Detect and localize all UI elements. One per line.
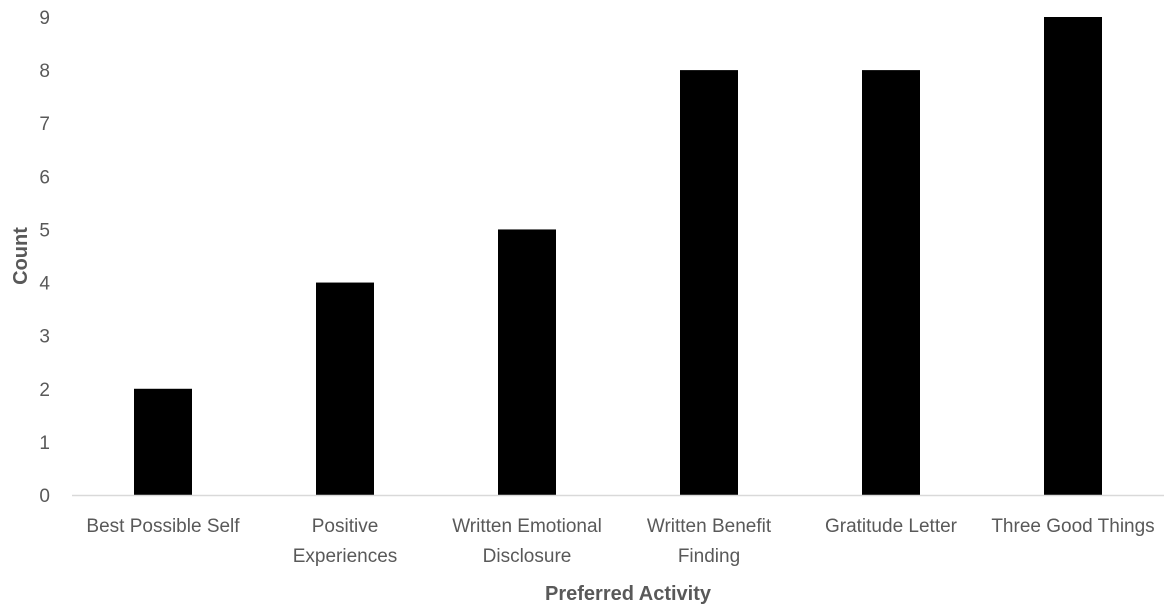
x-tick-label: Written Emotional Disclosure (452, 516, 602, 567)
y-tick-label: 9 (39, 8, 50, 29)
bar (862, 70, 920, 495)
bar (316, 282, 374, 495)
y-tick-label: 5 (39, 220, 50, 241)
x-tick-label-line: Positive (312, 516, 379, 537)
bars (134, 17, 1102, 495)
y-tick-label: 0 (39, 486, 50, 507)
x-tick-label-line: Gratitude Letter (825, 516, 958, 537)
y-axis-title: Count (10, 227, 32, 285)
x-tick-label-line: Experiences (293, 546, 398, 567)
x-axis-title: Preferred Activity (545, 583, 712, 605)
bar (1044, 17, 1102, 495)
y-tick-label: 3 (39, 327, 50, 348)
x-tick-label-line: Disclosure (483, 546, 572, 567)
y-tick-label: 1 (39, 433, 50, 454)
y-tick-label: 6 (39, 167, 50, 188)
y-tick-label: 2 (39, 380, 50, 401)
x-tick-label-line: Written Emotional (452, 516, 602, 537)
x-tick-label: Written Benefit Finding (647, 516, 772, 567)
bar (134, 388, 192, 495)
x-tick-label: Gratitude Letter (825, 516, 958, 537)
y-tick-label: 7 (39, 114, 50, 135)
x-tick-label: Best Possible Self (86, 516, 240, 537)
y-axis-ticks: 0 1 2 3 4 5 6 7 8 9 (39, 8, 50, 507)
x-tick-label-line: Written Benefit (647, 516, 772, 537)
x-tick-label-line: Best Possible Self (86, 516, 240, 537)
bar (680, 70, 738, 495)
x-tick-label-line: Finding (678, 546, 740, 567)
x-tick-label: Three Good Things (991, 516, 1154, 537)
x-tick-label: Positive Experiences (293, 516, 398, 567)
bar (498, 229, 556, 495)
x-axis-labels: Best Possible Self Positive Experiences Wri… (86, 516, 1154, 567)
y-tick-label: 4 (39, 274, 50, 295)
x-tick-label-line: Three Good Things (991, 516, 1154, 537)
y-tick-label: 8 (39, 61, 50, 82)
